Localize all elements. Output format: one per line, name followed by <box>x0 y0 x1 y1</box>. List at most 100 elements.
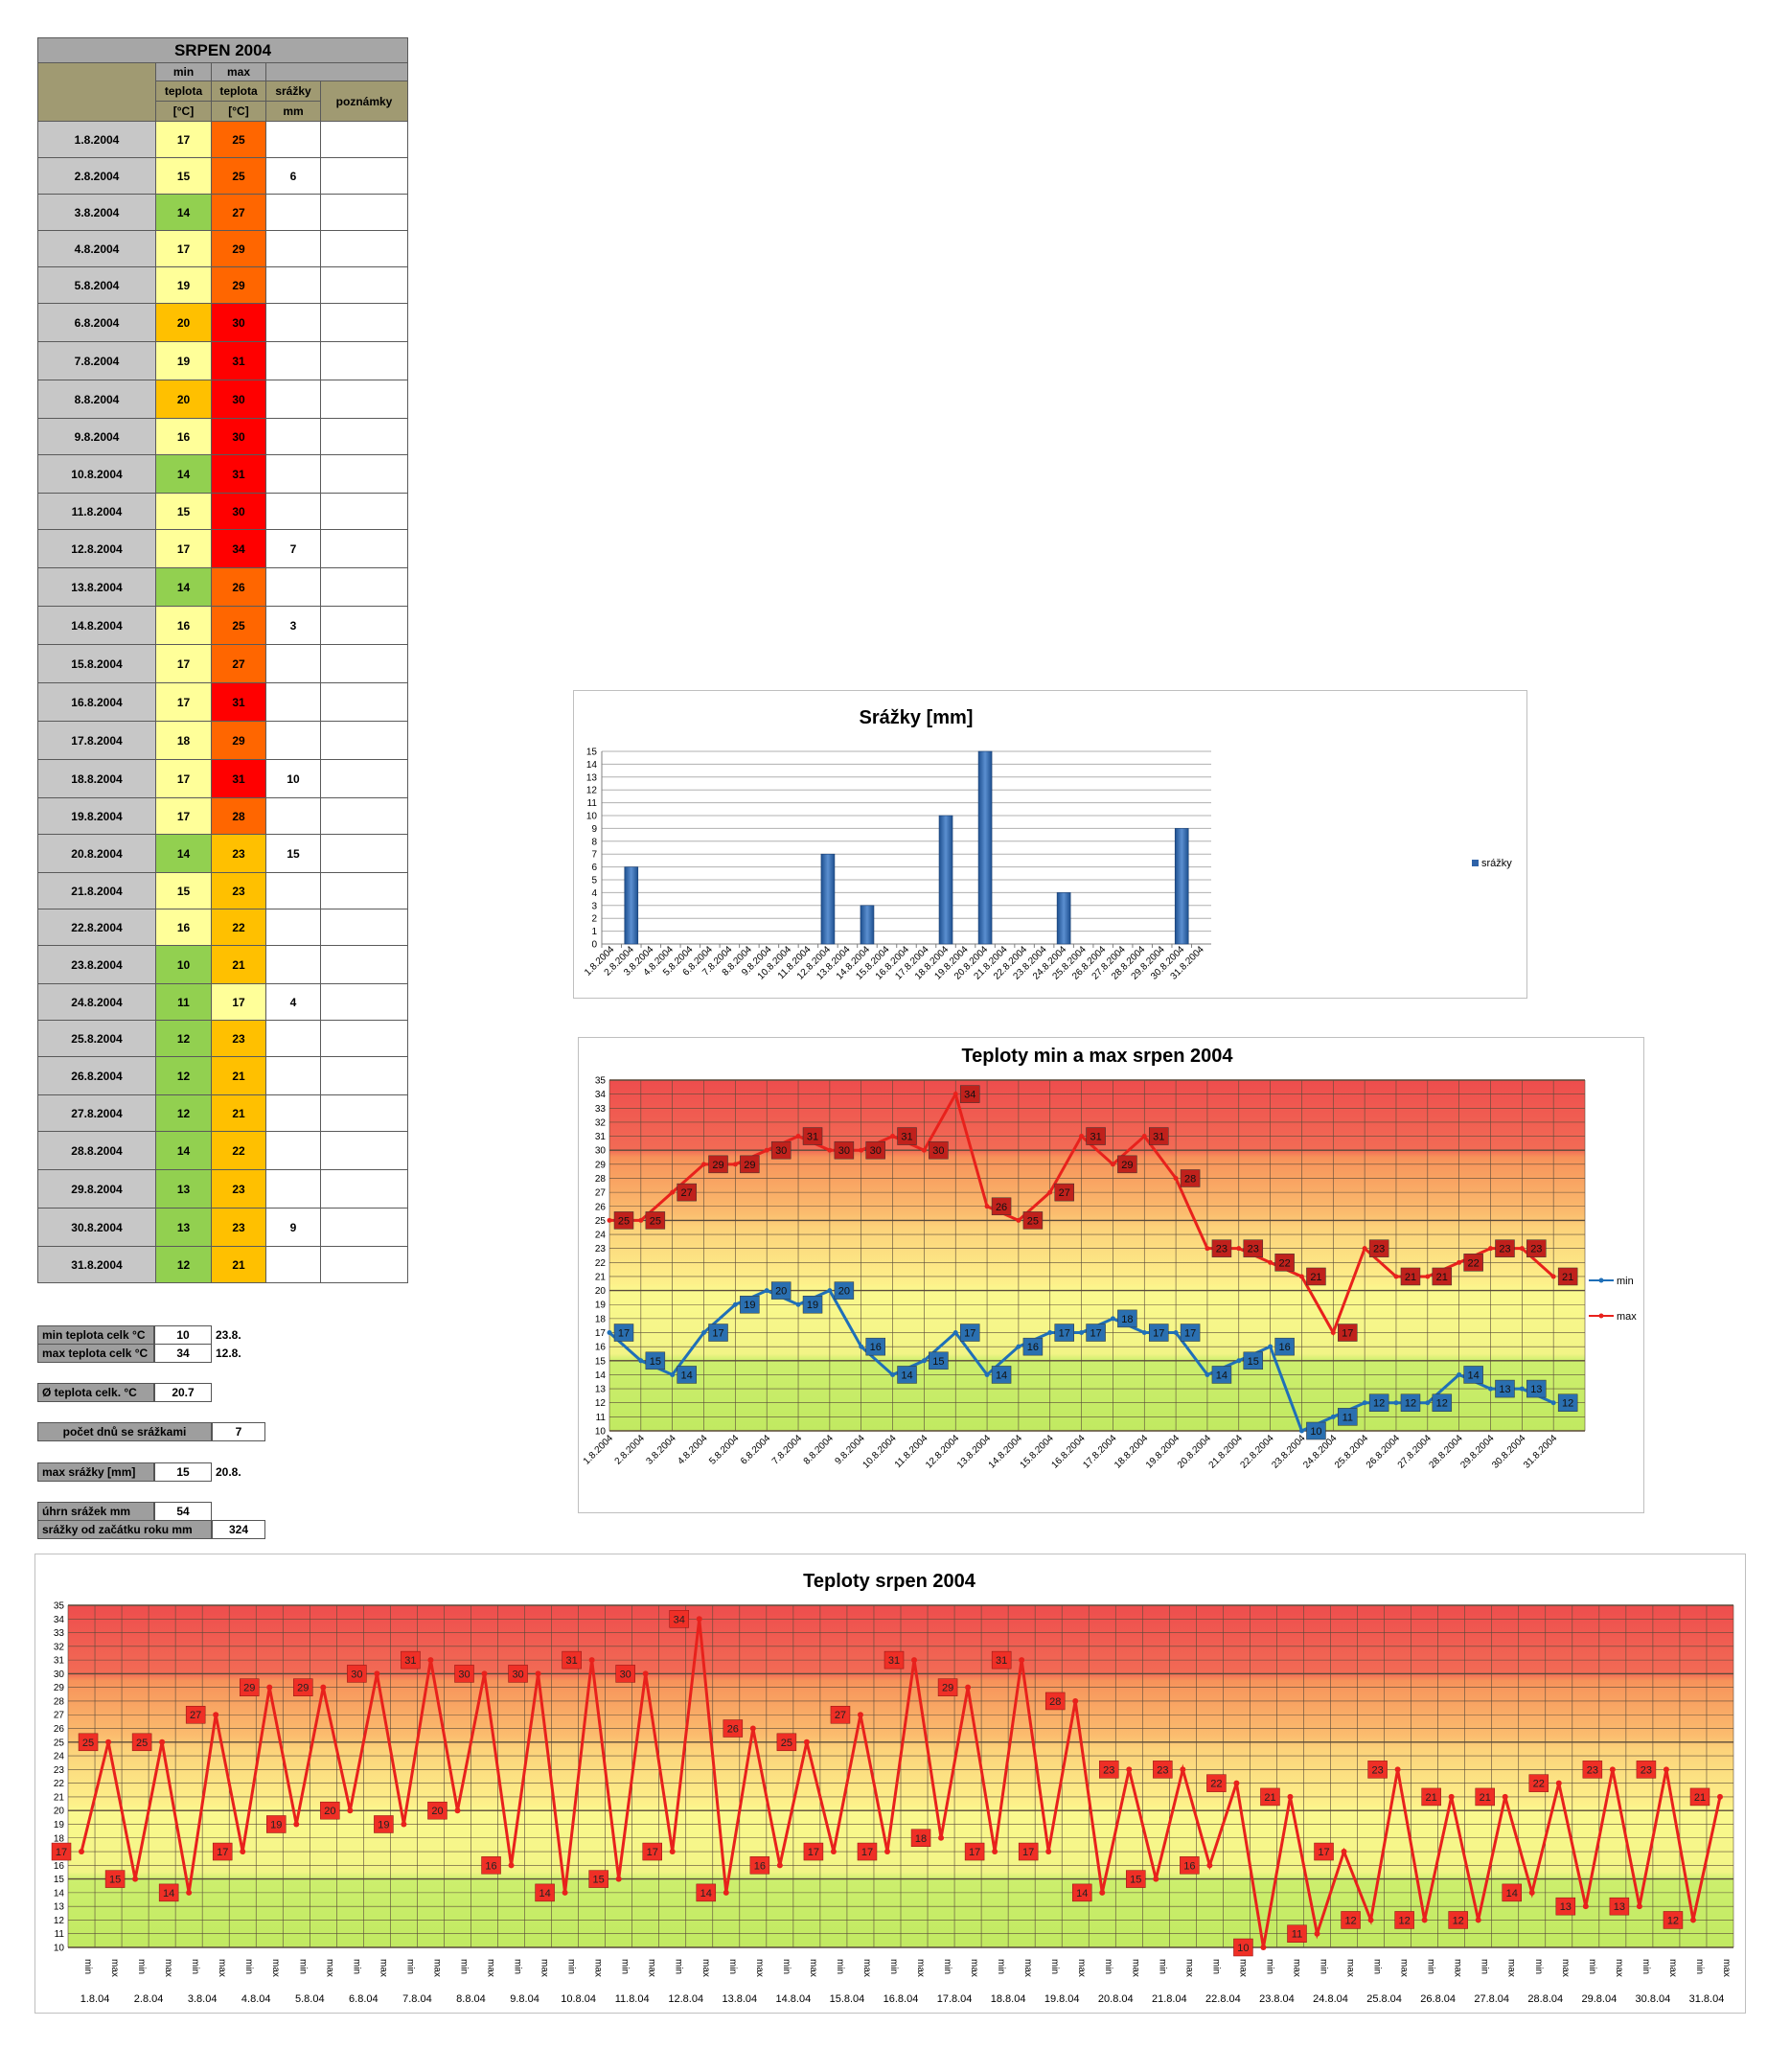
data-label-box <box>723 1719 744 1738</box>
data-label-box <box>535 1883 555 1902</box>
point-max <box>701 1162 707 1167</box>
minmax-chart-svg: Teploty min a max srpen 2004 10 11 12 13 14 15… <box>582 1046 1637 1471</box>
data-label-box <box>1557 1267 1578 1286</box>
row-notes <box>320 1056 408 1095</box>
point <box>1019 1657 1025 1664</box>
point-max <box>1487 1246 1493 1252</box>
data-label: 13 <box>1560 1901 1572 1913</box>
header-max-label: teplota <box>211 81 266 102</box>
table-row: 18.8.2004 17 31 10 <box>37 759 408 798</box>
row-date: 12.8.2004 <box>37 529 156 568</box>
x-day-label: 2.8.04 <box>134 1993 164 2005</box>
point <box>1287 1793 1294 1800</box>
data-label-box <box>1287 1924 1307 1943</box>
x-tick-label: 8.8.2004 <box>802 1433 837 1467</box>
data-label-box <box>803 1842 824 1861</box>
data-label: 17 <box>618 1328 630 1340</box>
data-label: 13 <box>1614 1901 1625 1913</box>
table-row: 16.8.2004 17 31 <box>37 682 408 722</box>
header-min-unit: [°C] <box>155 101 212 122</box>
point <box>1394 1766 1401 1773</box>
x-sub-label: min <box>996 1959 1006 1974</box>
row-min: 19 <box>155 341 212 380</box>
point <box>776 1862 783 1869</box>
data-label-box <box>320 1801 340 1820</box>
data-label-box <box>834 1281 855 1300</box>
row-date: 14.8.2004 <box>37 606 156 645</box>
y-tick-label: 32 <box>595 1117 607 1128</box>
x-sub-label: min <box>835 1959 845 1974</box>
row-rain <box>265 644 321 683</box>
summary-min-date: 23.8. <box>216 1328 241 1342</box>
y-tick-label: 31 <box>595 1132 607 1142</box>
x-tick-label: 3.8.2004 <box>644 1433 678 1467</box>
data-label: 28 <box>1049 1696 1061 1708</box>
row-notes <box>320 797 408 835</box>
summary-avg-label: Ø teplota celk. °C <box>37 1383 154 1402</box>
data-label-box <box>1274 1254 1295 1272</box>
data-label: 29 <box>1121 1160 1133 1171</box>
y-tick-label: 35 <box>54 1601 65 1612</box>
point <box>293 1821 300 1828</box>
point-min <box>1487 1386 1493 1392</box>
data-label: 15 <box>109 1875 121 1886</box>
y-tick-label: 25 <box>595 1216 607 1227</box>
row-notes <box>320 266 408 304</box>
point <box>481 1670 488 1677</box>
data-label: 30 <box>620 1669 631 1680</box>
row-date: 23.8.2004 <box>37 945 156 984</box>
data-label: 11 <box>1292 1929 1302 1941</box>
x-sub-label: min <box>1426 1959 1436 1974</box>
x-sub-label: min <box>1319 1959 1329 1974</box>
y-tick-label: 28 <box>595 1174 607 1185</box>
data-label-box <box>1149 1324 1169 1342</box>
y-tick-label: 0 <box>591 940 597 951</box>
table-row: 5.8.2004 19 29 <box>37 266 408 304</box>
x-sub-label: min <box>1210 1959 1221 1974</box>
row-date: 26.8.2004 <box>37 1056 156 1095</box>
data-label-box <box>1526 1239 1547 1257</box>
point-min <box>638 1358 644 1364</box>
data-label: 29 <box>942 1683 953 1694</box>
point-min <box>764 1288 769 1294</box>
x-day-label: 7.8.04 <box>402 1993 432 2005</box>
data-label-box <box>830 1705 851 1724</box>
row-notes <box>320 493 408 530</box>
row-rain <box>265 1169 321 1209</box>
data-label-box <box>1054 1324 1074 1342</box>
x-sub-label: min <box>1587 1959 1597 1974</box>
point <box>911 1657 918 1664</box>
y-tick-label: 11 <box>587 798 598 809</box>
data-label: 22 <box>1468 1257 1480 1269</box>
data-label-box <box>1689 1787 1710 1807</box>
data-label-box <box>1400 1393 1421 1412</box>
x-sub-label: max <box>270 1959 281 1977</box>
row-min: 20 <box>155 380 212 419</box>
data-label-box <box>959 1324 980 1342</box>
combined-chart: Teploty srpen 2004 10 11 12 13 14 15 16 17 18 19 20… <box>34 1554 1746 2014</box>
row-notes <box>320 721 408 760</box>
data-label: 31 <box>901 1132 912 1143</box>
row-date: 1.8.2004 <box>37 121 156 158</box>
row-max: 31 <box>211 682 266 722</box>
row-rain <box>265 567 321 607</box>
table-row: 2.8.2004 15 25 6 <box>37 157 408 195</box>
data-label: 14 <box>901 1370 912 1381</box>
row-max: 31 <box>211 759 266 798</box>
data-label-box <box>1636 1761 1657 1779</box>
summary-max-row: max teplota celk °C 34 12.8. <box>37 1344 241 1363</box>
x-sub-label: min <box>1103 1959 1113 1974</box>
x-tick-label: 10.8.2004 <box>861 1433 899 1471</box>
data-label: 12 <box>1344 1915 1356 1926</box>
point-max <box>1330 1330 1336 1336</box>
x-sub-label: min <box>136 1959 147 1974</box>
point-min <box>1550 1400 1556 1406</box>
summary-max-rain-label: max srážky [mm] <box>37 1462 154 1482</box>
row-date: 10.8.2004 <box>37 454 156 494</box>
y-tick-label: 10 <box>586 812 598 822</box>
row-date: 9.8.2004 <box>37 418 156 455</box>
data-label-box <box>1018 1842 1039 1861</box>
row-notes <box>320 230 408 267</box>
y-tick-label: 18 <box>595 1314 607 1324</box>
data-label-box <box>696 1883 717 1902</box>
